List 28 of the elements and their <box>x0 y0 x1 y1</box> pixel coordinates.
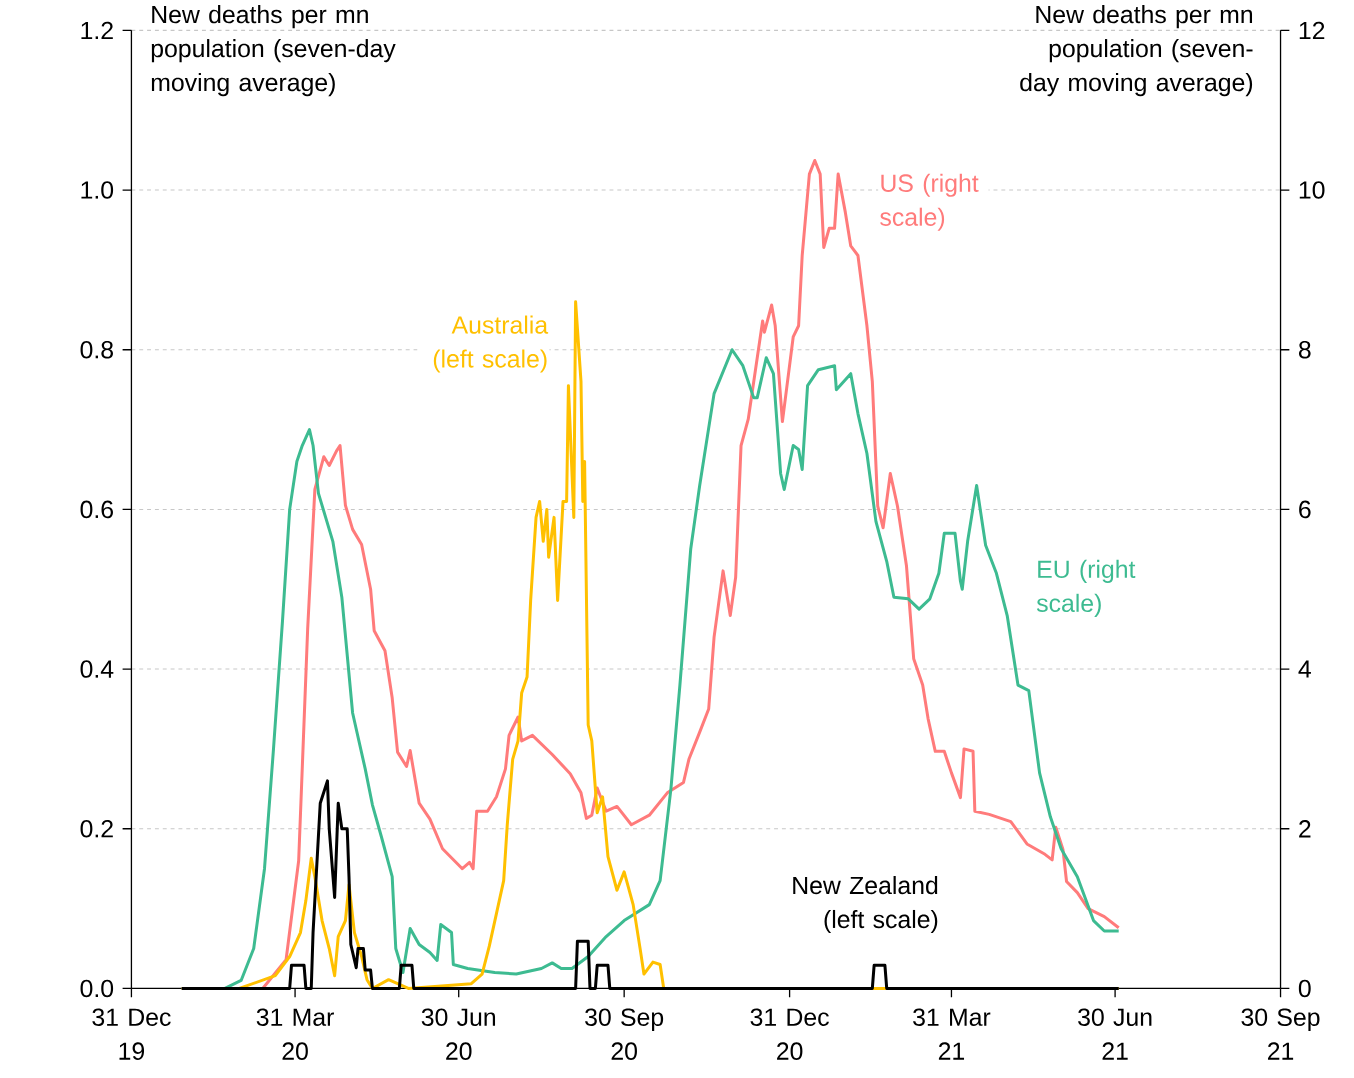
y-tick-label: 0.0 <box>80 979 114 998</box>
y2-tick-label: 2 <box>1299 820 1311 838</box>
y2-tick-label: 4 <box>1298 660 1311 678</box>
y-tick-label: 0.6 <box>80 500 113 519</box>
y2-tick-label: 12 <box>1299 21 1325 40</box>
y-tick-label: 0.2 <box>80 820 113 838</box>
x-tick-label: 31 Mar 21 <box>913 1008 991 1060</box>
series-label: US (right scale) <box>880 173 979 232</box>
x-tick-label: 30 Sep 21 <box>1241 1008 1320 1060</box>
y2-tick-label: 6 <box>1299 500 1311 519</box>
series-label: Australia (left scale) <box>433 315 549 373</box>
y-tick-label: 1.0 <box>81 181 114 200</box>
series-label: EU (right scale) <box>1036 560 1136 618</box>
x-tick-label: 31 Dec 20 <box>750 1008 829 1061</box>
x-tick-label: 31 Mar 20 <box>256 1008 334 1061</box>
y2-tick-label: 8 <box>1298 341 1311 359</box>
y2-axis-title: New deaths per mn population (seven-day moving average) <box>1020 5 1253 97</box>
y-axis-title: New deaths per mn population (seven-day moving average) <box>151 5 396 97</box>
x-tick-label: 31 Dec 19 <box>92 1008 171 1061</box>
y2-tick-label: 0 <box>1298 979 1311 998</box>
text: New Zealand (left scale) <box>793 876 938 934</box>
y2-tick-label: 10 <box>1299 181 1325 200</box>
y-tick-label: 0.8 <box>80 341 113 359</box>
x-tick-label: 30 Jun 21 <box>1078 1008 1152 1060</box>
y-tick-label: 0.4 <box>80 660 114 679</box>
y-tick-label: 1.2 <box>81 21 113 40</box>
x-tick-label: 30 Jun 20 <box>421 1008 496 1061</box>
x-tick-label: 30 Sep 20 <box>585 1008 664 1061</box>
